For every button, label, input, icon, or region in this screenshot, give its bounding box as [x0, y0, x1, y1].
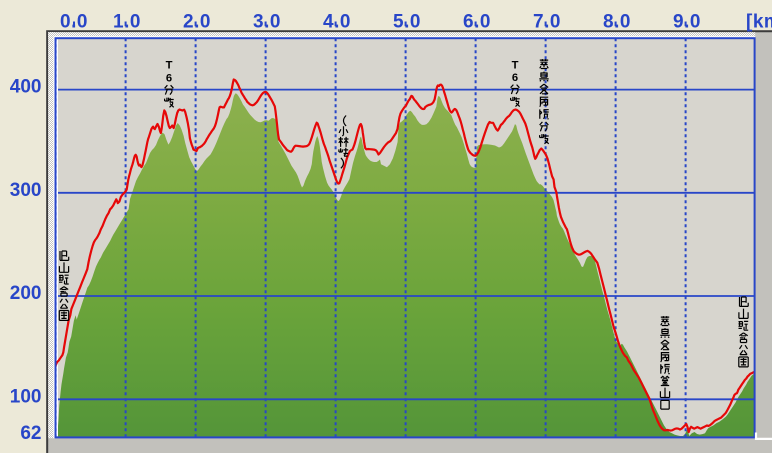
svg-text:8.0: 8.0	[603, 12, 631, 33]
svg-text:5.0: 5.0	[393, 12, 421, 33]
svg-text:400: 400	[10, 77, 42, 98]
svg-text:100: 100	[10, 386, 42, 407]
svg-text:[km]: [km]	[746, 12, 772, 33]
svg-text:9.0: 9.0	[673, 12, 701, 33]
svg-text:6: 6	[512, 72, 518, 84]
svg-text:3.0: 3.0	[253, 12, 281, 33]
svg-text:T: T	[166, 60, 173, 72]
svg-text:300: 300	[10, 180, 42, 201]
svg-text:7.0: 7.0	[533, 12, 561, 33]
svg-text:0.0: 0.0	[60, 12, 88, 33]
svg-text:6: 6	[166, 72, 172, 84]
svg-text:200: 200	[10, 283, 42, 304]
svg-text:1.0: 1.0	[113, 12, 141, 33]
svg-text:T: T	[512, 59, 519, 71]
svg-text:2.0: 2.0	[183, 12, 211, 33]
svg-text:6.0: 6.0	[463, 12, 491, 33]
svg-text:62: 62	[20, 423, 41, 444]
svg-text:4.0: 4.0	[323, 12, 351, 33]
